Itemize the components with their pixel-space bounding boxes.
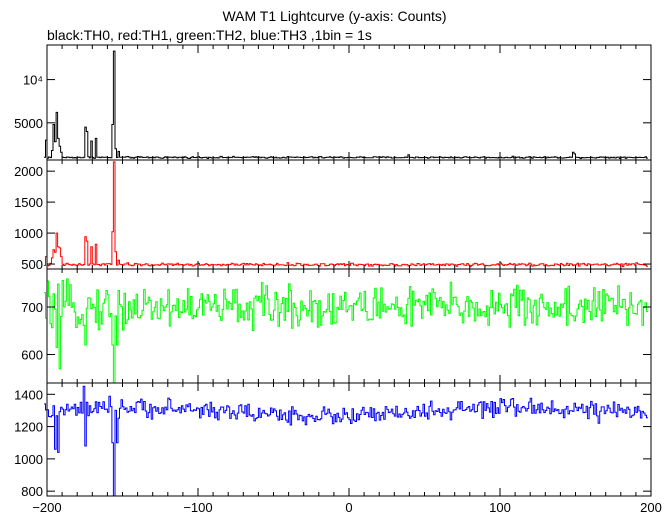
x-tick-label: −100 <box>183 500 212 515</box>
chart-subtitle: black:TH0, red:TH1, green:TH2, blue:TH3 … <box>47 27 372 43</box>
x-tick-label: 200 <box>640 500 662 515</box>
panel-2-ytick-label: 500 <box>21 257 43 272</box>
series-th2-line <box>44 278 648 384</box>
series-th0-line <box>44 50 648 159</box>
panel-4-ytick-label: 1400 <box>14 387 43 402</box>
panel-2-ytick-label: 2000 <box>14 164 43 179</box>
panel-1-frame <box>46 44 652 161</box>
series-th1-line <box>44 161 648 268</box>
x-tick-label: −200 <box>32 500 61 515</box>
chart-title: WAM T1 Lightcurve (y-axis: Counts) <box>222 8 447 24</box>
panel-3-frame <box>46 268 652 384</box>
panel-3-ytick-label: 600 <box>21 348 43 363</box>
panel-1-ytick-label: 5000 <box>14 116 43 131</box>
panel-4-ytick-label: 1000 <box>14 452 43 467</box>
panel-4-ytick-label: 800 <box>21 484 43 499</box>
series-th3-line <box>44 385 648 497</box>
panel-1-ytick-label: 10⁴ <box>23 73 43 88</box>
panel-2-ytick-label: 1500 <box>14 195 43 210</box>
x-tick-label: 100 <box>489 500 511 515</box>
panel-2-frame <box>46 159 652 270</box>
panel-4-ytick-label: 1200 <box>14 420 43 435</box>
x-tick-label: 0 <box>345 500 352 515</box>
panel-2-ytick-label: 1000 <box>14 226 43 241</box>
panel-4-frame <box>46 382 652 497</box>
panel-3-ytick-label: 700 <box>21 300 43 315</box>
